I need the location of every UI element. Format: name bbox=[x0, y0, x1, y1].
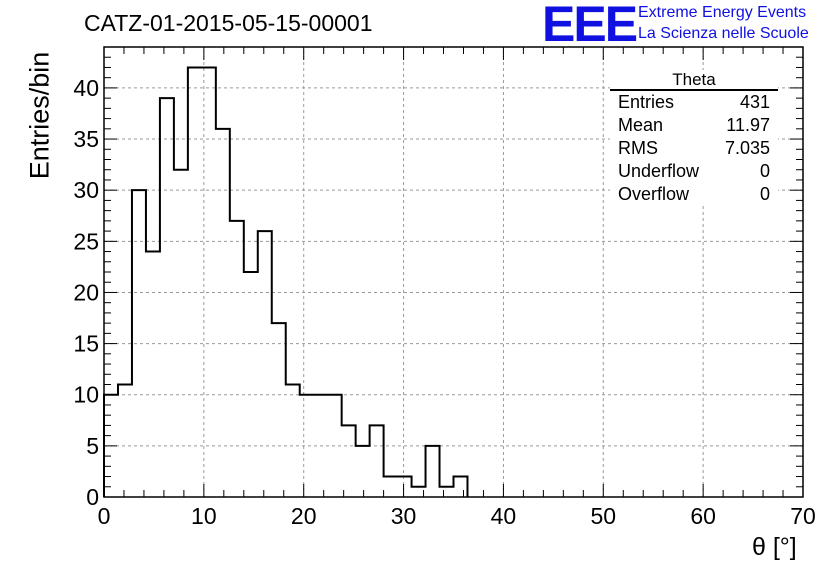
stats-label: RMS bbox=[618, 138, 658, 158]
y-tick-label: 10 bbox=[73, 382, 99, 408]
x-tick-label: 10 bbox=[191, 503, 217, 529]
x-tick-label: 50 bbox=[590, 503, 616, 529]
x-tick-label: 30 bbox=[391, 503, 417, 529]
stats-value: 0 bbox=[759, 161, 770, 181]
x-tick-label: 40 bbox=[491, 503, 517, 529]
chart-title: CATZ-01-2015-05-15-00001 bbox=[84, 10, 373, 36]
stats-label: Mean bbox=[618, 115, 664, 135]
histogram-outline bbox=[103, 66, 469, 497]
brand-line-1: Extreme Energy Events bbox=[638, 4, 807, 21]
x-tick-label: 20 bbox=[291, 503, 317, 529]
stats-row: Overflow 0 bbox=[610, 183, 778, 206]
stats-box: Theta Entries 431 Mean 11.97 RMS 7.035 Underfl… bbox=[610, 70, 778, 206]
stats-value: 7.035 bbox=[724, 138, 770, 158]
y-tick-label: 5 bbox=[86, 433, 99, 459]
x-axis-label: θ [°] bbox=[752, 533, 797, 561]
x-tick-label: 0 bbox=[98, 503, 111, 529]
y-tick-label: 30 bbox=[73, 177, 99, 203]
y-tick-label: 35 bbox=[73, 126, 99, 152]
stats-value: 0 bbox=[759, 184, 770, 204]
y-tick-label: 40 bbox=[73, 75, 99, 101]
stats-row: Underflow 0 bbox=[610, 160, 778, 183]
stats-row: RMS 7.035 bbox=[610, 137, 778, 160]
stats-value: 431 bbox=[739, 92, 770, 112]
x-tick-label: 70 bbox=[790, 503, 816, 529]
x-tick-label: 60 bbox=[690, 503, 716, 529]
stats-value: 11.97 bbox=[726, 115, 770, 135]
y-tick-label: 0 bbox=[86, 484, 99, 510]
stats-row: Mean 11.97 bbox=[610, 114, 778, 137]
stats-title: Theta bbox=[610, 70, 778, 91]
y-tick-label: 20 bbox=[73, 279, 99, 305]
stats-rows: Entries 431 Mean 11.97 RMS 7.035 Underflow 0 Ove… bbox=[610, 91, 778, 206]
stats-label: Overflow bbox=[618, 184, 690, 204]
y-tick-label: 25 bbox=[73, 228, 99, 254]
eee-logo: EEE bbox=[542, 0, 638, 52]
stats-row: Entries 431 bbox=[610, 91, 778, 114]
y-tick-label: 15 bbox=[73, 331, 99, 357]
plot-frame bbox=[103, 46, 804, 498]
brand-line-2: La Scienza nelle Scuole bbox=[638, 25, 809, 42]
stats-label: Entries bbox=[618, 92, 675, 112]
stats-label: Underflow bbox=[618, 161, 700, 181]
